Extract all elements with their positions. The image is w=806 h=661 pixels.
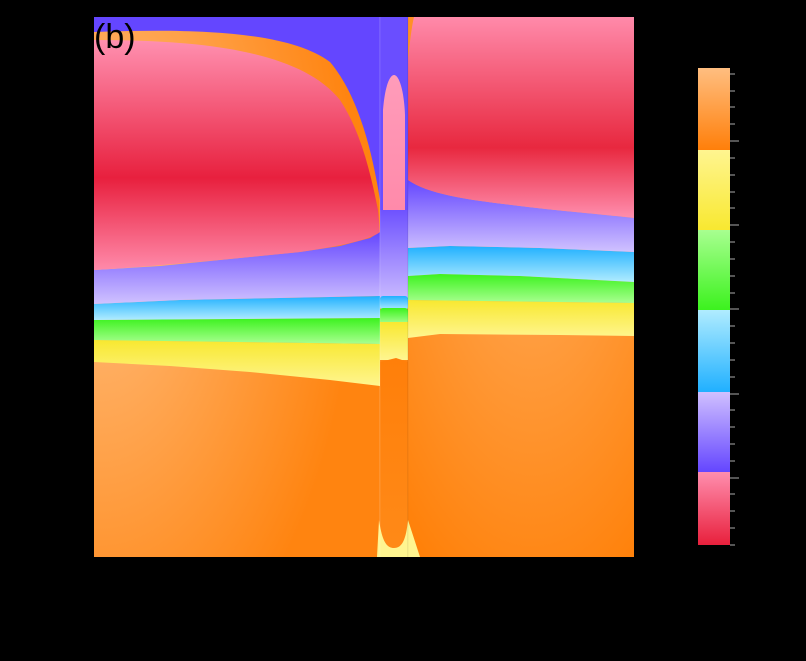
colorbar-segment-green [698, 230, 730, 310]
colorbar-segment-yellow [698, 150, 730, 230]
colorbar-segment-pink [698, 472, 730, 545]
right-region-bands [408, 17, 634, 557]
center-singular-strip [377, 17, 420, 557]
colorbar-segment-purple [698, 392, 730, 472]
colorbar [698, 68, 739, 546]
colorbar-segment-orange [698, 68, 730, 150]
colorbar-ticks [730, 73, 739, 546]
heatmap-plot-area [94, 17, 634, 557]
colorbar-segment-cyan [698, 310, 730, 392]
left-region-bands [94, 17, 380, 557]
panel-label: (b) [94, 18, 136, 56]
